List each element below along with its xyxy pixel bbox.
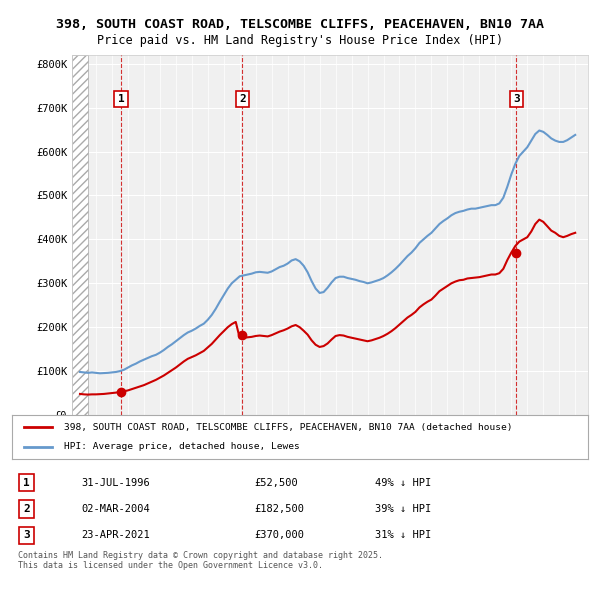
Text: 02-MAR-2004: 02-MAR-2004: [81, 504, 150, 514]
Text: 398, SOUTH COAST ROAD, TELSCOMBE CLIFFS, PEACEHAVEN, BN10 7AA: 398, SOUTH COAST ROAD, TELSCOMBE CLIFFS,…: [56, 18, 544, 31]
Text: Price paid vs. HM Land Registry's House Price Index (HPI): Price paid vs. HM Land Registry's House …: [97, 34, 503, 47]
Text: 23-APR-2021: 23-APR-2021: [81, 530, 150, 540]
Text: 1: 1: [23, 478, 30, 487]
Text: 49% ↓ HPI: 49% ↓ HPI: [375, 478, 431, 487]
Text: 398, SOUTH COAST ROAD, TELSCOMBE CLIFFS, PEACEHAVEN, BN10 7AA (detached house): 398, SOUTH COAST ROAD, TELSCOMBE CLIFFS,…: [64, 423, 512, 432]
Text: 3: 3: [513, 94, 520, 104]
Bar: [72, 55, 88, 415]
Text: 31% ↓ HPI: 31% ↓ HPI: [375, 530, 431, 540]
Text: 39% ↓ HPI: 39% ↓ HPI: [375, 504, 431, 514]
Text: 31-JUL-1996: 31-JUL-1996: [81, 478, 150, 487]
Text: 1: 1: [118, 94, 124, 104]
Text: 3: 3: [23, 530, 30, 540]
Text: Contains HM Land Registry data © Crown copyright and database right 2025.
This d: Contains HM Land Registry data © Crown c…: [18, 551, 383, 571]
Text: £370,000: £370,000: [254, 530, 304, 540]
Text: 2: 2: [23, 504, 30, 514]
Text: £52,500: £52,500: [254, 478, 298, 487]
Text: £182,500: £182,500: [254, 504, 304, 514]
Text: HPI: Average price, detached house, Lewes: HPI: Average price, detached house, Lewe…: [64, 442, 299, 451]
Text: 2: 2: [239, 94, 246, 104]
